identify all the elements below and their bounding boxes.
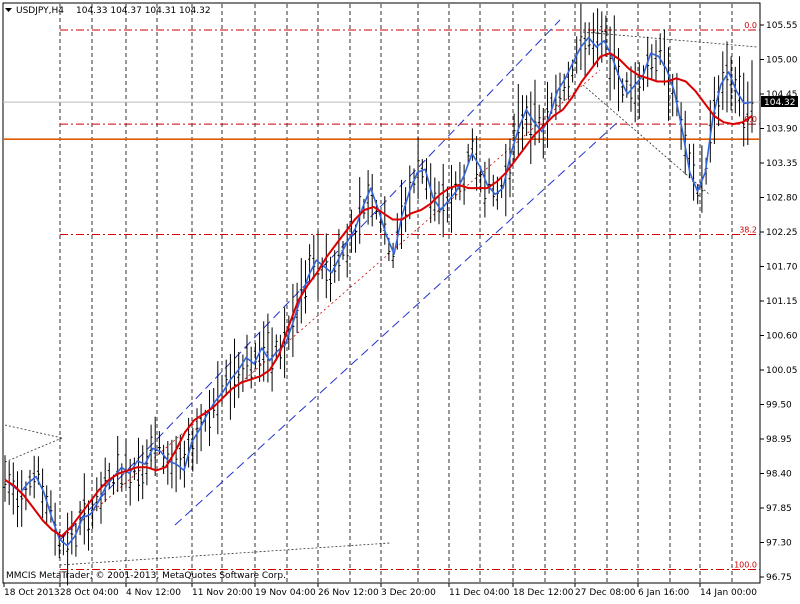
copyright-text: MMCIS MetaTrader, © 2001-2013, MetaQuote… — [6, 571, 286, 581]
y-tick-label-1: 105.00 — [766, 56, 798, 66]
y-tick-label-12: 98.95 — [766, 435, 792, 445]
x-tick-label-0: 18 Oct 2013 — [4, 588, 60, 598]
fib-label-2: 38.2 — [739, 226, 757, 235]
current-price-tag — [761, 96, 798, 107]
y-tick-label-0: 105.55 — [766, 21, 798, 31]
y-tick-label-2: 104.45 — [766, 90, 798, 100]
x-tick-label-5: 26 Nov 12:00 — [318, 588, 379, 598]
dropdown-triangle-icon[interactable] — [5, 8, 12, 12]
y-tick-label-7: 101.70 — [766, 263, 798, 273]
fib-label-0: 0.0 — [744, 21, 757, 30]
y-tick-label-10: 100.05 — [766, 366, 798, 376]
x-tick-label-3: 11 Nov 20:00 — [192, 588, 253, 598]
symbol-timeframe: USDJPY,H4 — [16, 6, 64, 16]
x-tick-label-4: 19 Nov 04:00 — [255, 588, 316, 598]
price-axis: 105.55 105.00 104.45 103.90 103.35 102.80 102.… — [760, 21, 798, 583]
y-tick-label-5: 102.80 — [766, 194, 798, 204]
y-tick-label-15: 97.30 — [766, 539, 792, 549]
y-tick-label-6: 102.25 — [766, 228, 798, 238]
y-tick-label-3: 103.90 — [766, 125, 798, 135]
x-tick-label-1: 28 Oct 04:00 — [60, 588, 119, 598]
y-tick-label-11: 99.50 — [766, 401, 792, 411]
x-tick-label-11: 14 Jan 00:00 — [700, 588, 757, 598]
time-axis: 18 Oct 2013 28 Oct 04:00 4 Nov 12:00 11 Nov… — [3, 583, 757, 598]
y-tick-label-16: 96.75 — [766, 573, 792, 583]
x-tick-label-8: 18 Dec 12:00 — [513, 588, 574, 598]
x-tick-label-6: 3 Dec 20:00 — [381, 588, 436, 598]
fib-label-3: 100.0 — [734, 560, 757, 569]
moving-averages — [4, 36, 753, 547]
fibonacci-levels: 0.0 0.0 38.2 100.0 — [60, 21, 760, 570]
x-tick-label-10: 6 Jan 16:00 — [638, 588, 690, 598]
fib-label-1: 0.0 — [744, 115, 757, 124]
current-price-label: 104.32 — [764, 98, 796, 108]
series-line-1 — [4, 52, 753, 538]
y-tick-label-9: 100.60 — [766, 332, 798, 342]
y-tick-label-8: 101.15 — [766, 297, 798, 307]
y-tick-label-14: 97.85 — [766, 504, 792, 514]
y-tick-label-4: 103.35 — [766, 159, 798, 169]
x-tick-label-9: 27 Dec 08:00 — [575, 588, 636, 598]
ohlc-values: 104.33 104.37 104.31 104.32 — [76, 6, 211, 16]
x-tick-label-2: 4 Nov 12:00 — [126, 588, 181, 598]
x-tick-label-7: 11 Dec 04:00 — [449, 588, 510, 598]
y-tick-label-13: 98.40 — [766, 470, 792, 480]
